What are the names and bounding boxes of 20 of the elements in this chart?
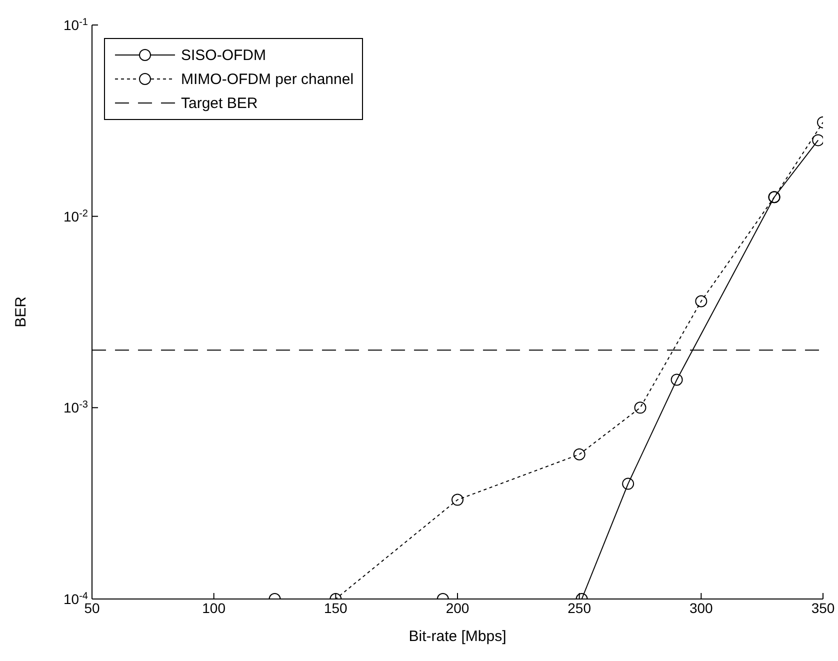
- point: [812, 134, 823, 146]
- legend-label: SISO-OFDM: [181, 46, 266, 64]
- point: [573, 448, 586, 460]
- legend-label: Target BER: [181, 94, 258, 112]
- point: [695, 295, 708, 308]
- y-tick-label: 10$^{-2}$: [64, 208, 88, 224]
- point: [634, 402, 646, 414]
- x-tick-label: 150: [324, 600, 348, 616]
- x-tick-label: 350: [811, 600, 835, 616]
- x-tick-label: 300: [689, 600, 714, 616]
- y-tick-label: 10$^{-3}$: [64, 399, 88, 416]
- x-tick-label: 250: [568, 600, 592, 616]
- x-tick-label: 50: [84, 600, 100, 616]
- x-tick-label: 200: [446, 600, 470, 616]
- y-tick-label: 10$^{-1}$: [64, 16, 88, 33]
- x-axis-title: Bit-rate [Mbps]: [408, 628, 506, 645]
- legend-label: MIMO-OFDM per channel: [181, 70, 354, 88]
- y-axis-title: BER: [12, 296, 30, 328]
- x-tick-label: 100: [202, 600, 226, 616]
- point: [670, 374, 683, 386]
